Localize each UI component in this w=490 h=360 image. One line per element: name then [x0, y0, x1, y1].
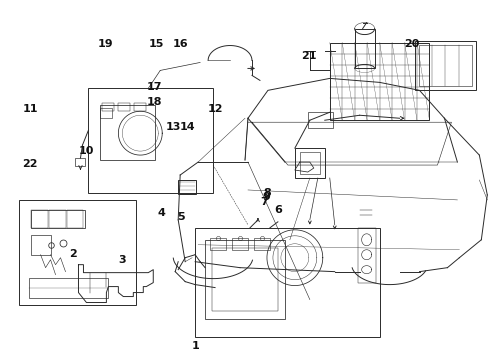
Text: 8: 8 [263, 188, 271, 198]
Text: 22: 22 [22, 159, 38, 169]
Bar [49, 210, 66, 228]
Text: 5: 5 [177, 212, 184, 221]
Bar [89, 88, 213, 193]
Text: 7: 7 [261, 197, 269, 207]
Bar [232, 238, 248, 250]
Bar [355, 28, 375, 68]
Text: 3: 3 [118, 255, 125, 265]
Text: 6: 6 [274, 206, 282, 216]
Bar [119, 103, 130, 111]
Bar [418, 45, 472, 86]
Bar [102, 103, 114, 111]
Bar [100, 108, 112, 118]
Text: 2: 2 [69, 248, 77, 258]
Bar [212, 248, 278, 311]
Bar [75, 158, 85, 166]
Bar [358, 228, 376, 283]
Bar [28, 278, 108, 298]
Text: 4: 4 [158, 208, 166, 218]
Bar [30, 235, 50, 255]
Text: 17: 17 [147, 82, 162, 93]
Bar [205, 240, 285, 319]
Bar [67, 210, 83, 228]
Bar [134, 103, 147, 111]
Text: 20: 20 [404, 40, 420, 49]
Text: 14: 14 [180, 122, 196, 132]
Text: 15: 15 [148, 39, 164, 49]
Bar [210, 238, 226, 250]
Text: 1: 1 [191, 341, 199, 351]
Bar [300, 152, 320, 174]
Text: 16: 16 [172, 39, 188, 49]
Bar [415, 41, 476, 90]
Text: 12: 12 [208, 104, 223, 114]
Text: 9: 9 [262, 192, 270, 202]
Bar [30, 210, 48, 228]
Bar [195, 228, 380, 337]
Bar [330, 42, 429, 120]
Bar [100, 105, 155, 160]
Text: 18: 18 [147, 97, 162, 107]
Text: 19: 19 [98, 40, 114, 49]
Bar [295, 148, 325, 178]
Bar [178, 180, 196, 194]
Bar [308, 112, 333, 128]
Bar [19, 200, 136, 305]
Text: 21: 21 [301, 51, 316, 61]
Text: 13: 13 [166, 122, 181, 132]
Bar [254, 238, 270, 250]
Bar [30, 210, 85, 228]
Text: 10: 10 [78, 145, 94, 156]
Text: 11: 11 [22, 104, 38, 114]
